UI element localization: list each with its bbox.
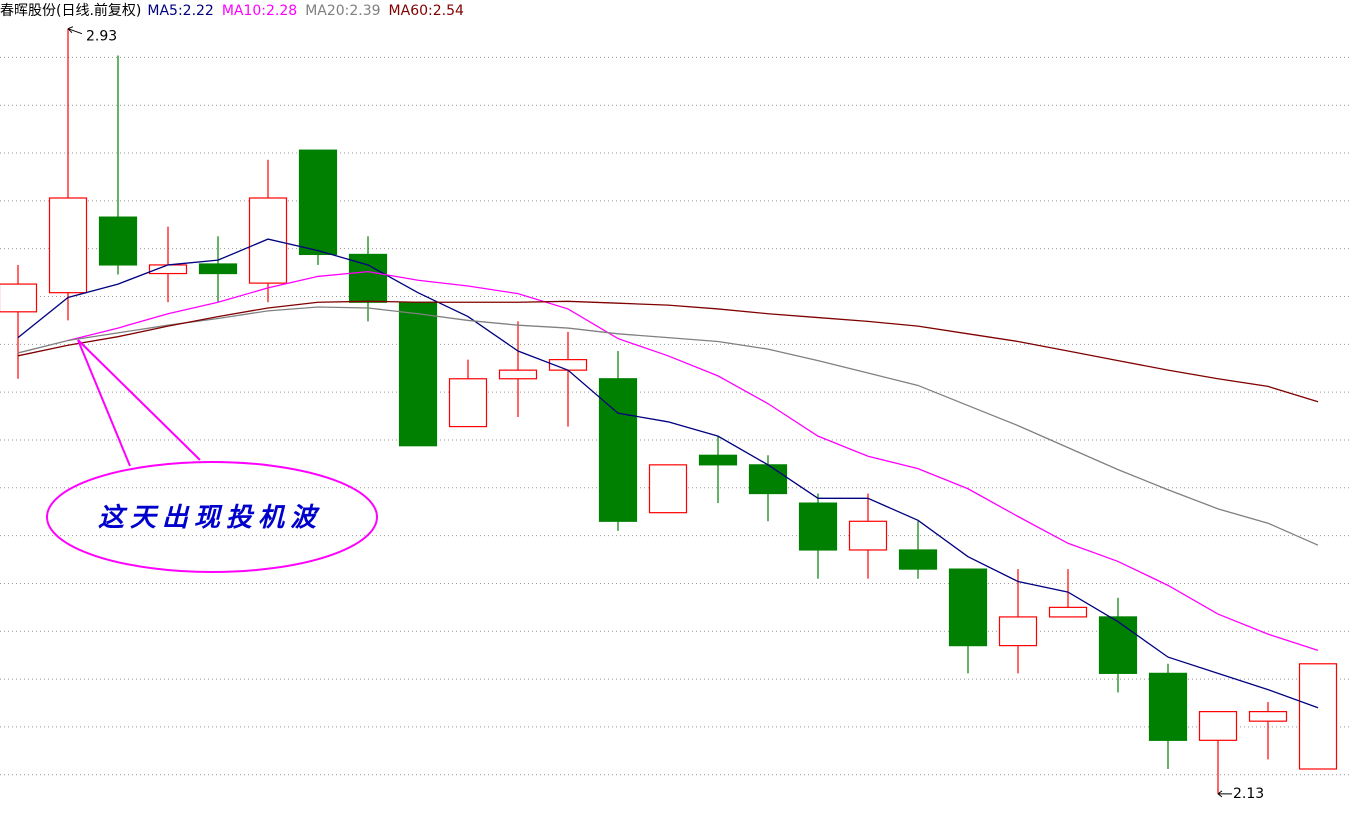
callout-pointer xyxy=(77,339,201,461)
candle-body xyxy=(648,464,688,514)
candle-body xyxy=(1098,616,1138,674)
candle-body xyxy=(948,568,988,647)
candle-body xyxy=(498,369,538,380)
max-arrow xyxy=(67,26,83,35)
callout-pointer xyxy=(77,339,131,467)
candle-body xyxy=(1198,711,1238,741)
candle-body xyxy=(848,520,888,551)
candle-body xyxy=(748,464,788,495)
ma-line xyxy=(17,300,1319,403)
candle-body xyxy=(1248,711,1288,722)
candle-body xyxy=(1298,663,1338,770)
ma-line xyxy=(17,238,1319,709)
ma-line xyxy=(17,306,1319,546)
candle-body xyxy=(98,216,138,266)
ma-line xyxy=(67,270,1319,652)
candle-body xyxy=(998,616,1038,647)
candle-body xyxy=(348,253,388,303)
candle-body xyxy=(398,301,438,447)
candle-body xyxy=(1148,672,1188,741)
candle-body xyxy=(298,149,338,256)
candle-body xyxy=(248,197,288,284)
legend-entry: MA10:2.28 xyxy=(222,3,297,19)
candle-body xyxy=(798,502,838,551)
candle-body xyxy=(898,549,938,570)
candle-body xyxy=(48,197,88,294)
legend-entry: MA20:2.39 xyxy=(305,3,380,19)
legend-entry: MA60:2.54 xyxy=(389,3,464,19)
callout-ellipse xyxy=(46,461,378,573)
candle-body xyxy=(1048,606,1088,618)
candle-body xyxy=(198,263,238,275)
legend-entry: MA5:2.22 xyxy=(147,3,213,19)
annotation: 这天出现投机波 xyxy=(98,503,322,533)
chart-title: 春晖股份(日线.前复权) xyxy=(0,2,141,19)
min-arrow xyxy=(1217,790,1232,798)
candle-body xyxy=(598,378,638,522)
max-label: 2.93 xyxy=(86,29,117,45)
candle-body xyxy=(448,378,488,428)
candle-body xyxy=(698,454,738,466)
candle-body xyxy=(0,283,38,313)
min-label: 2.13 xyxy=(1233,786,1264,802)
